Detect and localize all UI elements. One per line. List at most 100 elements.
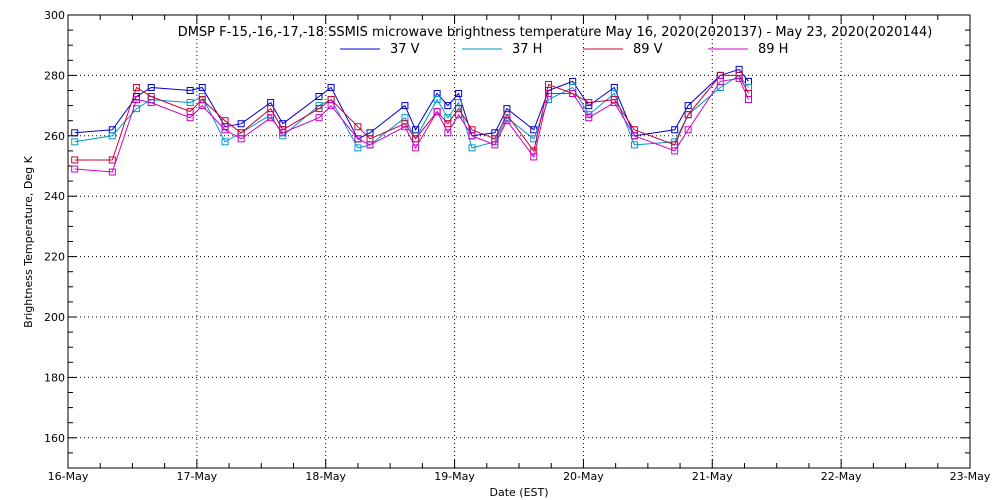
y-tick-label: 200 — [44, 311, 65, 324]
y-tick-label: 260 — [44, 130, 65, 143]
data-point — [455, 111, 463, 119]
data-point — [221, 117, 229, 125]
data-point — [221, 126, 229, 134]
data-point — [444, 129, 452, 137]
y-axis-label: Brightness Temperature, Deg K — [22, 155, 35, 327]
data-point — [433, 96, 441, 104]
data-point — [412, 126, 420, 134]
data-point — [671, 126, 679, 134]
data-point — [327, 102, 335, 110]
series-line — [74, 77, 749, 173]
data-point — [71, 165, 79, 173]
legend-label: 89 V — [633, 42, 663, 57]
x-tick-label: 21-May — [692, 470, 733, 483]
data-point — [108, 168, 116, 176]
data-point — [132, 96, 140, 104]
data-point — [198, 102, 206, 110]
data-point — [630, 141, 638, 149]
data-point — [401, 102, 409, 110]
data-point — [267, 114, 275, 122]
axes — [67, 14, 971, 469]
data-point — [545, 80, 553, 88]
x-tick-label: 16-May — [48, 470, 89, 483]
data-point — [585, 99, 593, 107]
data-point — [315, 93, 323, 101]
x-tick-label: 18-May — [305, 470, 346, 483]
plot-frame — [67, 14, 971, 469]
data-point — [630, 132, 638, 140]
data-point — [401, 123, 409, 131]
y-tick-label: 280 — [44, 69, 65, 82]
data-point — [444, 102, 452, 110]
x-tick-label: 19-May — [434, 470, 475, 483]
y-tick-label: 220 — [44, 251, 65, 264]
grid-lines — [68, 15, 970, 468]
series-89-h — [71, 74, 753, 176]
x-tick-label: 22-May — [821, 470, 862, 483]
data-point — [671, 147, 679, 155]
data-point — [71, 129, 79, 137]
data-point — [684, 111, 692, 119]
data-point — [716, 77, 724, 85]
data-point — [735, 74, 743, 82]
data-point — [327, 83, 335, 91]
data-point — [468, 144, 476, 152]
data-point — [279, 129, 287, 137]
axis-ticks — [67, 14, 971, 469]
y-tick-label: 240 — [44, 190, 65, 203]
data-point — [433, 108, 441, 116]
data-point — [354, 123, 362, 131]
y-tick-label: 180 — [44, 371, 65, 384]
data-point — [545, 90, 553, 98]
data-point — [530, 153, 538, 161]
data-point — [186, 87, 194, 94]
data-point — [132, 83, 140, 91]
data-point — [354, 144, 362, 152]
legend-label: 37 H — [512, 42, 542, 57]
data-point — [444, 120, 452, 128]
x-tick-label: 20-May — [563, 470, 604, 483]
data-point — [108, 132, 116, 140]
x-tick-label: 23-May — [950, 470, 991, 483]
x-axis-label: Date (EST) — [489, 486, 548, 499]
data-point — [503, 117, 511, 125]
tick-labels: 16-May 17-May 18-May 19-May 20-May 21-May 22-M… — [44, 9, 991, 483]
legend-label: 37 V — [390, 42, 420, 57]
data-point — [569, 90, 577, 98]
data-point — [71, 138, 79, 146]
data-point — [147, 83, 155, 91]
data-point — [366, 141, 374, 149]
data-point — [684, 102, 692, 110]
data-point — [315, 114, 323, 122]
data-point — [315, 105, 323, 113]
data-point — [585, 114, 593, 122]
data-point — [147, 99, 155, 107]
data-point — [221, 138, 229, 146]
data-point — [354, 135, 362, 143]
series-line — [74, 68, 749, 140]
series-line — [74, 74, 749, 149]
data-point — [237, 135, 245, 143]
data-point — [412, 135, 420, 143]
data-point — [71, 156, 79, 164]
data-point — [108, 156, 116, 164]
data-point — [267, 105, 275, 113]
data-point — [468, 132, 476, 140]
legend-label: 89 H — [758, 42, 788, 57]
legend: 37 V 37 H 89 V 89 H — [340, 42, 788, 57]
data-point — [198, 83, 206, 91]
data-point — [684, 126, 692, 134]
x-tick-label: 17-May — [176, 470, 217, 483]
data-point — [455, 90, 463, 98]
y-tick-label: 300 — [44, 9, 65, 22]
y-tick-label: 160 — [44, 432, 65, 445]
data-series — [71, 65, 753, 176]
series-89-v — [71, 71, 753, 164]
data-point — [237, 120, 245, 128]
data-point — [412, 144, 420, 152]
data-point — [610, 99, 618, 107]
data-point — [186, 99, 194, 107]
series-line — [74, 74, 749, 161]
data-point — [186, 114, 194, 122]
